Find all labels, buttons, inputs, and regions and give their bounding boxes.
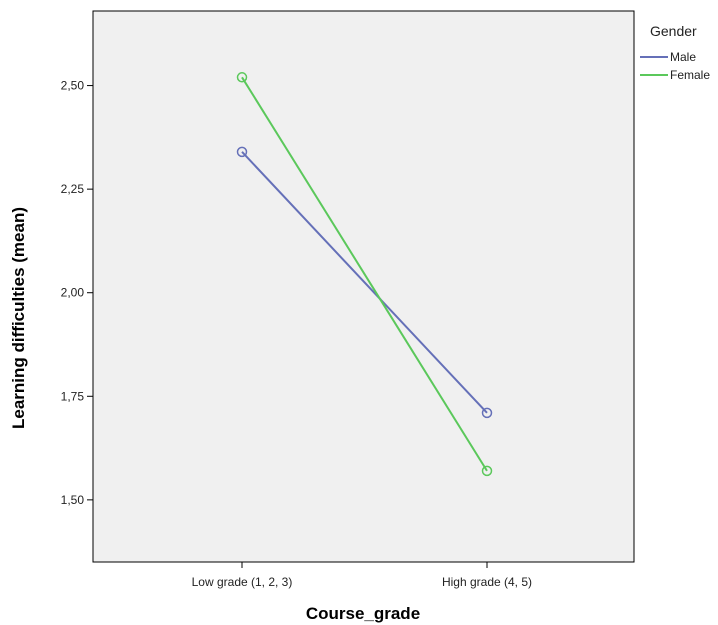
series-line-male bbox=[241, 151, 488, 414]
y-tick-label: 2,50 bbox=[61, 79, 85, 93]
plot-area bbox=[92, 10, 635, 563]
legend: Gender Male Female bbox=[640, 23, 710, 82]
data-point-male bbox=[236, 146, 248, 158]
data-point-female bbox=[481, 465, 493, 477]
x-axis-title: Course_grade bbox=[306, 604, 420, 623]
x-axis-ticks: Low grade (1, 2, 3) High grade (4, 5) bbox=[192, 562, 532, 589]
data-point-male bbox=[481, 407, 493, 419]
series-layer bbox=[236, 72, 493, 477]
y-axis-ticks: 1,50 1,75 2,00 2,25 2,50 bbox=[61, 79, 93, 507]
x-tick-label: High grade (4, 5) bbox=[442, 575, 532, 589]
y-tick-label: 1,50 bbox=[61, 493, 85, 507]
legend-label-male: Male bbox=[670, 50, 696, 64]
y-tick-label: 1,75 bbox=[61, 389, 85, 403]
y-tick-label: 2,00 bbox=[61, 286, 85, 300]
series-line-female bbox=[241, 76, 488, 472]
y-axis-title: Learning difficulties (mean) bbox=[9, 207, 28, 429]
legend-label-female: Female bbox=[670, 68, 710, 82]
x-tick-label: Low grade (1, 2, 3) bbox=[192, 575, 293, 589]
y-tick-label: 2,25 bbox=[61, 182, 85, 196]
legend-items: Male Female bbox=[640, 50, 710, 82]
data-point-female bbox=[236, 72, 248, 83]
legend-title: Gender bbox=[650, 23, 697, 39]
